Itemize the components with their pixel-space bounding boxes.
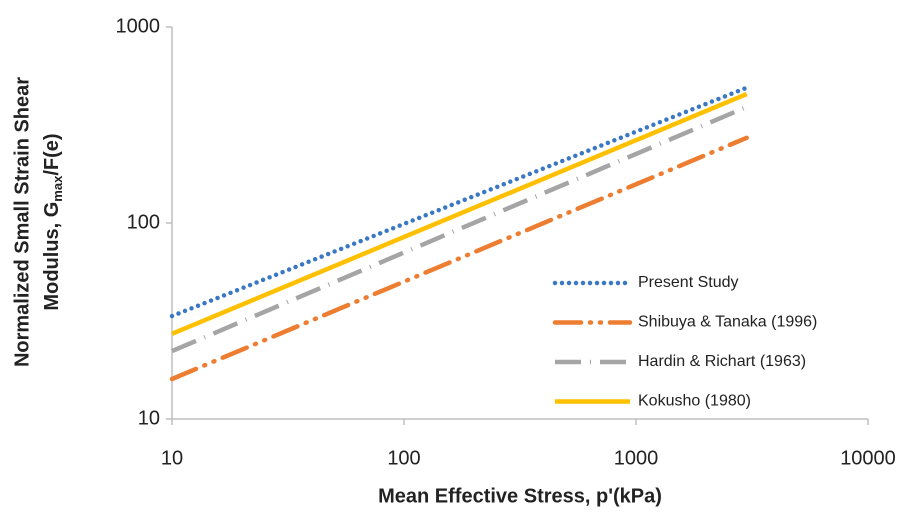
series-line	[169, 85, 749, 319]
x-tick-label: 1000	[614, 447, 659, 469]
y-tick-label: 1000	[116, 15, 161, 37]
y-title-suffix: /F(e)	[41, 133, 63, 175]
series-line	[171, 91, 748, 336]
y-axis-title-line: Normalized Small Strain Shear	[11, 77, 33, 367]
x-axis-title: Mean Effective Stress, p'(kPa)	[378, 485, 662, 507]
y-tick-label: 100	[127, 211, 160, 233]
legend-label: Present Study	[638, 274, 739, 291]
x-tick-label: 10000	[840, 447, 896, 469]
x-tick-label: 10	[161, 447, 183, 469]
x-tick-label: 100	[387, 447, 420, 469]
y-tick-label: 10	[138, 407, 160, 429]
y-axis-title: Normalized Small Strain Shear Modulus, G…	[11, 77, 65, 367]
legend-label: Shibuya & Tanaka (1996)	[638, 314, 817, 331]
legend-label: Hardin & Richart (1963)	[638, 353, 806, 370]
legend-label: Kokusho (1980)	[638, 393, 751, 410]
series-line	[171, 104, 748, 354]
y-axis-title-line: Modulus, Gmax/F(e)	[41, 133, 65, 310]
y-title-text: Modulus, G	[41, 202, 63, 311]
y-title-subscript: max	[50, 175, 65, 202]
series-line	[169, 135, 749, 382]
